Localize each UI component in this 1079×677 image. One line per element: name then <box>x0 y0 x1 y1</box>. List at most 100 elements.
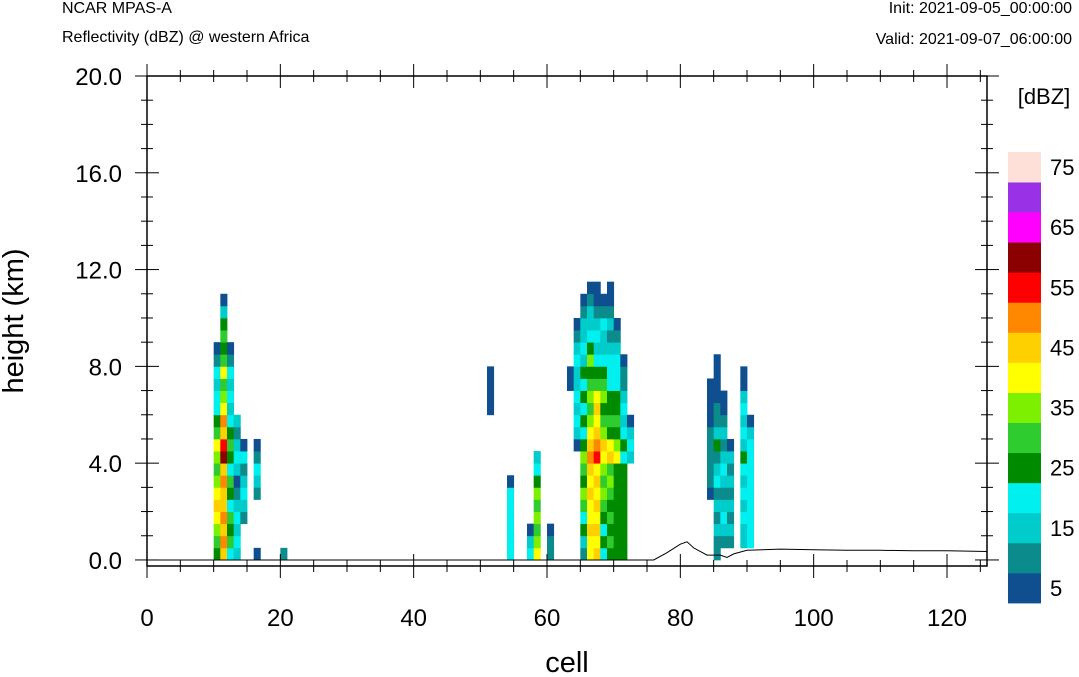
colorbar-label: 55 <box>1050 275 1074 300</box>
reflectivity-cell <box>600 475 608 488</box>
reflectivity-cell <box>233 535 241 549</box>
reflectivity-cell <box>607 475 615 488</box>
reflectivity-cell <box>713 499 721 512</box>
reflectivity-cell <box>613 426 621 440</box>
reflectivity-cell <box>233 523 241 537</box>
reflectivity-cell <box>507 487 515 500</box>
reflectivity-cell <box>613 414 621 428</box>
reflectivity-cell <box>220 293 228 307</box>
reflectivity-cell <box>747 426 755 440</box>
reflectivity-cell <box>593 475 601 488</box>
reflectivity-cell <box>220 330 228 343</box>
reflectivity-cell <box>580 547 588 561</box>
reflectivity-cell <box>727 535 735 549</box>
reflectivity-cell <box>507 475 515 488</box>
reflectivity-cell <box>727 475 735 488</box>
reflectivity-cell <box>587 366 595 379</box>
reflectivity-cell <box>227 475 235 488</box>
reflectivity-cell <box>707 438 715 452</box>
reflectivity-cell <box>600 426 608 440</box>
reflectivity-cell <box>253 463 261 476</box>
reflectivity-cell <box>740 535 748 549</box>
reflectivity-cell <box>740 402 748 416</box>
reflectivity-cell <box>227 390 235 404</box>
reflectivity-cell <box>213 475 221 488</box>
reflectivity-cell <box>507 547 515 561</box>
reflectivity-cell <box>600 305 608 319</box>
reflectivity-cell <box>620 414 628 428</box>
reflectivity-cell <box>233 426 241 440</box>
colorbar-label: 45 <box>1050 335 1074 360</box>
reflectivity-cell <box>620 475 628 488</box>
reflectivity-cell <box>620 378 628 391</box>
reflectivity-cell <box>600 511 608 525</box>
reflectivity-cell <box>620 499 628 512</box>
reflectivity-cell <box>707 426 715 440</box>
reflectivity-cell <box>587 438 595 452</box>
reflectivity-cell <box>740 499 748 512</box>
reflectivity-cell <box>620 426 628 440</box>
reflectivity-cell <box>587 511 595 525</box>
reflectivity-cell <box>727 499 735 512</box>
reflectivity-cell <box>593 281 601 295</box>
reflectivity-cell <box>573 342 581 355</box>
reflectivity-cell <box>607 366 615 379</box>
reflectivity-cell <box>587 354 595 367</box>
reflectivity-cell <box>547 547 555 561</box>
reflectivity-cell <box>227 463 235 476</box>
x-tick-label: 80 <box>667 605 694 632</box>
reflectivity-cell <box>600 535 608 549</box>
colorbar-swatch <box>1008 332 1041 363</box>
reflectivity-cell <box>280 547 288 561</box>
reflectivity-cell <box>593 523 601 537</box>
x-tick-label: 20 <box>267 605 294 632</box>
reflectivity-cell <box>213 426 221 440</box>
reflectivity-cell <box>220 390 228 404</box>
reflectivity-cell <box>573 330 581 343</box>
reflectivity-cell <box>600 463 608 476</box>
reflectivity-cell <box>707 475 715 488</box>
reflectivity-cell <box>720 402 728 416</box>
reflectivity-cell <box>707 378 715 391</box>
reflectivity-cell <box>620 511 628 525</box>
reflectivity-cell <box>607 342 615 355</box>
reflectivity-cell <box>227 499 235 512</box>
colorbar-label: 5 <box>1050 576 1062 601</box>
y-tick-label: 12.0 <box>75 258 122 285</box>
reflectivity-cell <box>213 414 221 428</box>
reflectivity-cell <box>580 342 588 355</box>
reflectivity-cell <box>227 342 235 355</box>
reflectivity-cell <box>573 426 581 440</box>
reflectivity-cell <box>613 487 621 500</box>
reflectivity-cell <box>213 499 221 512</box>
reflectivity-cell <box>213 511 221 525</box>
reflectivity-cell <box>607 451 615 464</box>
x-tick-label: 40 <box>400 605 427 632</box>
y-tick-label: 4.0 <box>89 451 122 478</box>
reflectivity-cell <box>220 317 228 331</box>
reflectivity-cell <box>627 438 635 452</box>
reflectivity-cell <box>747 523 755 537</box>
reflectivity-cell <box>220 354 228 367</box>
reflectivity-cell <box>213 402 221 416</box>
reflectivity-cell <box>600 342 608 355</box>
reflectivity-cell <box>220 426 228 440</box>
reflectivity-cell <box>593 547 601 561</box>
reflectivity-cell <box>547 535 555 549</box>
reflectivity-cell <box>573 317 581 331</box>
reflectivity-cell <box>727 523 735 537</box>
reflectivity-cell <box>240 438 248 452</box>
colorbar-swatch <box>1008 362 1041 393</box>
reflectivity-cell <box>607 305 615 319</box>
reflectivity-cell <box>233 499 241 512</box>
reflectivity-cell <box>720 511 728 525</box>
terrain-line-group <box>147 541 988 561</box>
reflectivity-cell <box>607 390 615 404</box>
reflectivity-cell <box>607 426 615 440</box>
reflectivity-cell <box>587 330 595 343</box>
reflectivity-cell <box>527 535 535 549</box>
reflectivity-cell <box>613 342 621 355</box>
reflectivity-cell <box>607 281 615 295</box>
reflectivity-cell <box>573 354 581 367</box>
reflectivity-cell <box>607 293 615 307</box>
